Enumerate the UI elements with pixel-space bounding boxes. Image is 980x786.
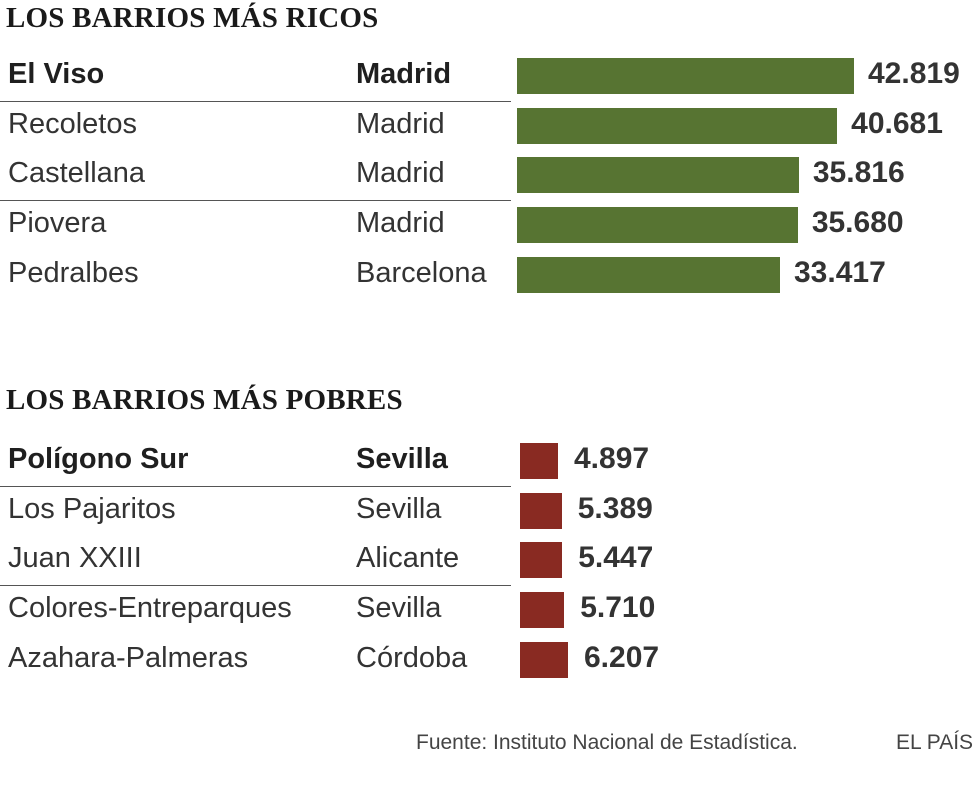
rich-city-label: Madrid <box>356 107 445 140</box>
poor-bar <box>520 592 565 629</box>
poor-value-label: 4.897 <box>574 442 650 475</box>
rich-row-divider <box>0 100 511 102</box>
rich-value-label: 40.681 <box>851 106 943 140</box>
rich-bar <box>517 58 854 94</box>
rich-row: Castellana Madrid 35.816 <box>0 150 980 200</box>
rich-barrio-label: Castellana <box>8 157 146 190</box>
poor-barrio-label: Azahara-Palmeras <box>8 641 249 674</box>
poor-barrio-label: Los Pajaritos <box>8 492 176 525</box>
rich-barrio-label: Piovera <box>8 207 107 240</box>
brand-label: EL PAÍS <box>896 731 974 754</box>
source-note: Fuente: Instituto Nacional de Estadístic… <box>416 731 798 754</box>
rich-bar <box>517 107 838 144</box>
poor-row: Juan XXIII Alicante 5.447 <box>0 535 980 585</box>
poor-city-label: Sevilla <box>356 443 448 475</box>
poor-value-label: 6.207 <box>584 640 660 674</box>
rich-value-label: 35.816 <box>812 156 905 190</box>
poor-city-label: Sevilla <box>356 492 442 525</box>
rich-value-label: 42.819 <box>868 57 960 90</box>
rich-value-label: 35.680 <box>811 206 904 240</box>
rich-bar <box>517 256 780 293</box>
rich-row: Recoletos Madrid 40.681 <box>0 101 980 151</box>
poor-barrio-label: Juan XXIII <box>8 542 142 575</box>
poor-barrio-label: Polígono Sur <box>8 443 189 475</box>
poor-city-label: Alicante <box>356 542 460 575</box>
poor-row-divider <box>0 585 511 587</box>
poor-row: Los Pajaritos Sevilla 5.389 <box>0 486 980 536</box>
poor-row: Colores-Entreparques Sevilla 5.710 <box>0 585 980 635</box>
rich-city-label: Madrid <box>356 207 445 240</box>
poor-row: Azahara-Palmeras Córdoba 6.207 <box>0 635 980 685</box>
rich-city-label: Barcelona <box>356 256 487 289</box>
rich-barrio-label: Recoletos <box>8 107 137 140</box>
rich-city-label: Madrid <box>356 58 452 90</box>
poor-value-label: 5.447 <box>578 541 654 575</box>
rich-row: Pedralbes Barcelona 33.417 <box>0 250 980 300</box>
rich-bar <box>517 157 799 194</box>
rich-section-title: LOS BARRIOS MÁS RICOS <box>6 2 379 34</box>
rich-row: Piovera Madrid 35.680 <box>0 200 980 250</box>
rich-bar <box>517 207 798 244</box>
poor-bar <box>520 443 558 479</box>
rich-value-label: 33.417 <box>794 255 886 289</box>
poor-barrio-label: Colores-Entreparques <box>8 592 292 625</box>
poor-bar <box>520 641 568 678</box>
poor-city-label: Sevilla <box>356 592 442 625</box>
poor-value-label: 5.710 <box>580 591 656 625</box>
poor-row-divider <box>0 485 511 487</box>
poor-section-title: LOS BARRIOS MÁS POBRES <box>6 384 403 416</box>
rich-row: El Viso Madrid 42.819 <box>0 51 980 101</box>
poor-bar <box>520 492 562 529</box>
rich-city-label: Madrid <box>356 157 445 190</box>
poor-bar <box>520 542 563 579</box>
rich-barrio-label: Pedralbes <box>8 256 139 289</box>
rich-barrio-label: El Viso <box>8 58 105 90</box>
poor-city-label: Córdoba <box>356 641 468 674</box>
poor-row: Polígono Sur Sevilla 4.897 <box>0 436 980 486</box>
poor-value-label: 5.389 <box>577 491 653 525</box>
rich-row-divider <box>0 200 511 202</box>
